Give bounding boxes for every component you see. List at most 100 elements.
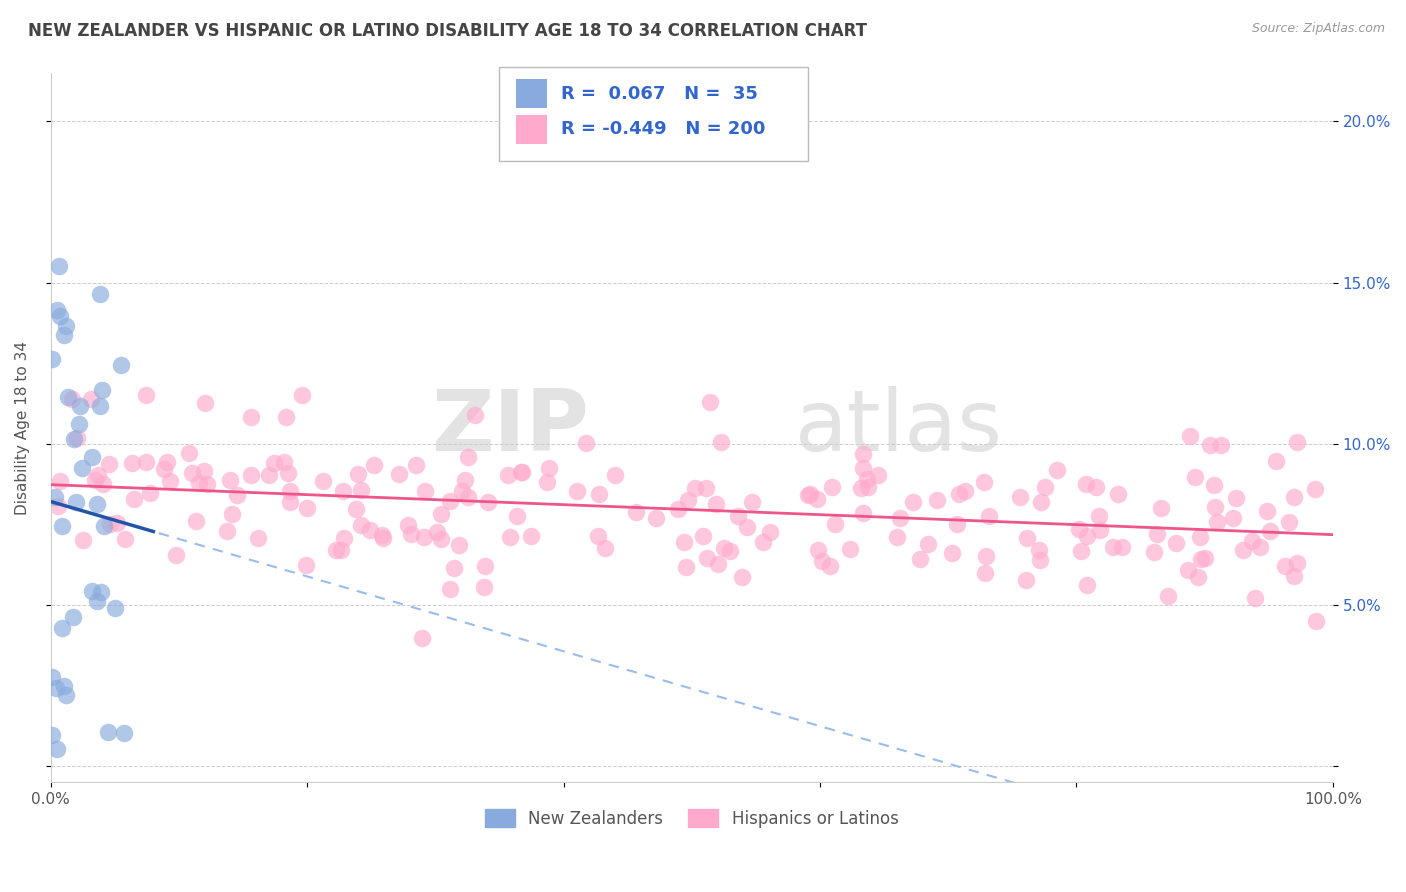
Point bbox=[886, 531, 908, 545]
Point bbox=[89, 286, 111, 301]
Point bbox=[426, 525, 449, 540]
Point bbox=[48, 260, 70, 274]
Point bbox=[1209, 438, 1232, 452]
Point bbox=[181, 466, 204, 480]
Point bbox=[948, 487, 970, 501]
Point bbox=[759, 525, 782, 540]
Point bbox=[974, 566, 997, 581]
Point bbox=[193, 465, 215, 479]
Point bbox=[1180, 429, 1202, 443]
Point bbox=[605, 468, 627, 483]
Point bbox=[51, 519, 73, 533]
Point bbox=[97, 458, 120, 472]
Point bbox=[415, 484, 437, 499]
Text: atlas: atlas bbox=[794, 386, 1002, 469]
Point bbox=[89, 400, 111, 414]
Point bbox=[66, 431, 89, 445]
Point bbox=[41, 728, 63, 742]
Point bbox=[259, 468, 281, 483]
Point bbox=[706, 557, 728, 571]
Point bbox=[1085, 480, 1108, 494]
Point bbox=[122, 491, 145, 506]
Point bbox=[396, 518, 419, 533]
Point bbox=[1017, 532, 1039, 546]
Text: R =  0.067   N =  35: R = 0.067 N = 35 bbox=[561, 85, 758, 103]
Point bbox=[1204, 478, 1226, 492]
Point bbox=[159, 474, 181, 488]
Point bbox=[188, 476, 211, 491]
Point bbox=[727, 508, 749, 523]
Point bbox=[973, 475, 995, 489]
Point bbox=[399, 527, 422, 541]
Point bbox=[91, 477, 114, 491]
Point bbox=[110, 358, 132, 372]
Point bbox=[46, 499, 69, 513]
Point bbox=[295, 501, 318, 516]
Point bbox=[866, 467, 889, 482]
Point bbox=[294, 558, 316, 572]
Point bbox=[901, 495, 924, 509]
Point bbox=[100, 517, 122, 532]
Point bbox=[624, 505, 647, 519]
Point bbox=[53, 679, 76, 693]
Point bbox=[472, 580, 495, 594]
Point bbox=[41, 670, 63, 684]
Point bbox=[1033, 479, 1056, 493]
Point bbox=[1088, 523, 1111, 537]
Point bbox=[1074, 476, 1097, 491]
Point bbox=[821, 480, 844, 494]
Point bbox=[55, 688, 77, 702]
Point bbox=[291, 388, 314, 402]
Point bbox=[509, 465, 531, 479]
Point bbox=[645, 511, 668, 525]
Point bbox=[718, 544, 741, 558]
Point bbox=[62, 610, 84, 624]
Point bbox=[692, 528, 714, 542]
Point bbox=[520, 529, 543, 543]
Point bbox=[1076, 578, 1098, 592]
Point bbox=[371, 531, 394, 545]
Point bbox=[925, 492, 948, 507]
Point bbox=[370, 528, 392, 542]
Point bbox=[710, 435, 733, 450]
Point bbox=[53, 328, 76, 343]
Point bbox=[593, 541, 616, 555]
Point bbox=[799, 487, 821, 501]
Point bbox=[405, 458, 427, 472]
Point bbox=[1070, 543, 1092, 558]
Point bbox=[941, 546, 963, 560]
Point bbox=[1146, 527, 1168, 541]
Point bbox=[58, 390, 80, 404]
Point bbox=[464, 408, 486, 422]
Text: ZIP: ZIP bbox=[432, 386, 589, 469]
Point bbox=[69, 399, 91, 413]
Point bbox=[153, 462, 176, 476]
Point bbox=[477, 495, 499, 509]
Point bbox=[330, 542, 353, 557]
Point bbox=[70, 460, 93, 475]
Point bbox=[797, 488, 820, 502]
Point bbox=[347, 467, 370, 481]
Point bbox=[1256, 504, 1278, 518]
Point bbox=[506, 508, 529, 523]
Point bbox=[1305, 614, 1327, 628]
Point bbox=[135, 454, 157, 468]
Point bbox=[218, 473, 240, 487]
Point bbox=[1157, 589, 1180, 603]
Point bbox=[312, 474, 335, 488]
Point bbox=[72, 533, 94, 547]
Point bbox=[51, 621, 73, 635]
Point bbox=[1102, 540, 1125, 554]
Point bbox=[678, 492, 700, 507]
Point bbox=[1029, 495, 1052, 509]
Point bbox=[105, 516, 128, 531]
Point bbox=[411, 632, 433, 646]
Point bbox=[278, 495, 301, 509]
Point bbox=[955, 483, 977, 498]
Point bbox=[1205, 516, 1227, 530]
Point bbox=[1187, 570, 1209, 584]
Point bbox=[735, 520, 758, 534]
Point bbox=[104, 600, 127, 615]
Point bbox=[239, 409, 262, 424]
Point bbox=[44, 490, 66, 504]
